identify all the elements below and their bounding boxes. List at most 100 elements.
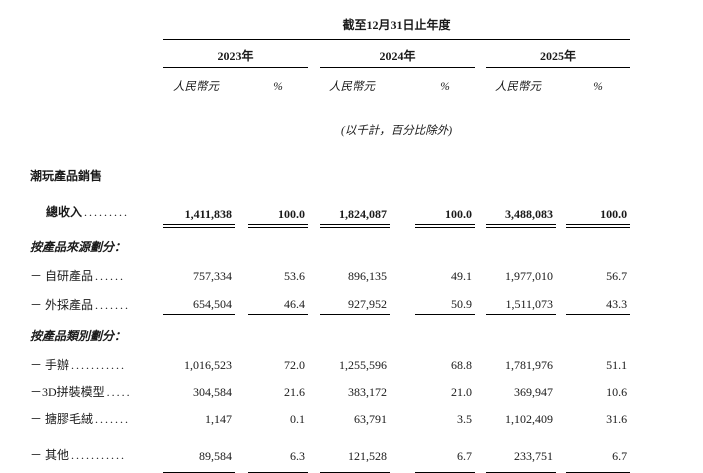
row-label: － 搪膠毛絨....... bbox=[0, 402, 163, 429]
row-label-text: － 搪膠毛絨 bbox=[30, 412, 94, 426]
value-cell: 1,511,073 bbox=[486, 286, 556, 315]
value-cell: 1,147 bbox=[205, 412, 232, 426]
section-title-by-source: 按產品來源劃分： bbox=[30, 240, 127, 254]
table-row: 潮玩產品銷售 bbox=[0, 162, 630, 186]
revenue-breakdown-table: 截至12月31日止年度 2023年 2024年 2025年 人民幣元 % 人民幣… bbox=[0, 0, 631, 473]
row-label: － 外採產品....... bbox=[0, 286, 163, 315]
row-label: － 自研產品...... bbox=[0, 258, 163, 286]
value-cell: 6.7 bbox=[566, 429, 631, 473]
table-row: 人民幣元 % 人民幣元 % 人民幣元 % bbox=[0, 68, 630, 101]
value-cell: 43.3 bbox=[566, 286, 631, 315]
value-cell: 6.7 bbox=[415, 429, 475, 473]
currency-header-2025: 人民幣元 bbox=[495, 81, 541, 93]
value-cell: 6.3 bbox=[248, 429, 308, 473]
table-row-outsourced: － 外採產品....... 654,504 46.4 927,952 50.9 … bbox=[0, 286, 631, 315]
value-cell: 3,488,083 bbox=[486, 186, 556, 228]
leader-dots: ......... bbox=[84, 205, 130, 219]
percent-header-2025: % bbox=[593, 81, 603, 93]
spacer-cell bbox=[0, 40, 163, 68]
spacer-cell bbox=[308, 286, 320, 315]
spacer-cell bbox=[390, 402, 415, 429]
table-row: 2023年 2024年 2025年 bbox=[0, 39, 631, 68]
percent-header-2024: % bbox=[440, 81, 450, 93]
spacer-cell bbox=[390, 286, 415, 315]
spacer-cell bbox=[556, 347, 566, 375]
spacer-cell bbox=[390, 347, 415, 375]
spacer-cell bbox=[390, 68, 415, 101]
value-cell: 1,016,523 bbox=[184, 358, 232, 372]
value-cell: 68.8 bbox=[451, 358, 472, 372]
table-row-3d-models: －3D拼裝模型..... 304,584 21.6 383,172 21.0 3… bbox=[0, 375, 630, 402]
table-row-figures: － 手辦........... 1,016,523 72.0 1,255,596… bbox=[0, 347, 630, 375]
table-row: 按產品類別劃分： bbox=[0, 315, 630, 348]
value-cell: 89,584 bbox=[163, 429, 235, 473]
value-cell: 1,102,409 bbox=[505, 412, 553, 426]
value-cell: 31.6 bbox=[606, 412, 628, 426]
row-label-text: － 其他 bbox=[30, 448, 70, 462]
spacer-cell bbox=[235, 286, 248, 315]
value-cell: 1,411,838 bbox=[163, 186, 235, 228]
spacer-cell bbox=[475, 429, 486, 472]
table-row-total-revenue: 總收入......... 1,411,838 100.0 1,824,087 1… bbox=[0, 186, 631, 228]
spacer-cell bbox=[556, 186, 566, 226]
spacer-cell bbox=[475, 258, 486, 286]
value-cell: 100.0 bbox=[415, 186, 475, 228]
table-row: 截至12月31日止年度 bbox=[0, 0, 631, 40]
value-cell: 3.5 bbox=[457, 412, 472, 426]
spacer-cell bbox=[235, 347, 248, 375]
spacer-cell bbox=[308, 429, 320, 472]
spacer-cell bbox=[308, 258, 320, 286]
value-cell: 50.9 bbox=[415, 286, 475, 315]
value-cell: 1,977,010 bbox=[505, 269, 553, 283]
row-label: －3D拼裝模型..... bbox=[0, 375, 163, 402]
table-row-others: － 其他........... 89,584 6.3 121,528 6.7 2… bbox=[0, 429, 631, 473]
spacer-cell bbox=[235, 186, 248, 226]
spacer-cell bbox=[0, 100, 163, 140]
spacer-cell bbox=[0, 140, 630, 162]
spacer-cell bbox=[235, 68, 248, 101]
value-cell: 1,255,596 bbox=[339, 358, 387, 372]
value-cell: 383,172 bbox=[348, 385, 387, 399]
spacer-cell bbox=[556, 375, 566, 402]
value-cell: 72.0 bbox=[284, 358, 305, 372]
value-cell: 21.6 bbox=[284, 385, 305, 399]
table-row-vinyl-plush: － 搪膠毛絨....... 1,147 0.1 63,791 3.5 1,102… bbox=[0, 402, 630, 429]
value-cell: 369,947 bbox=[514, 385, 553, 399]
row-label-text: － 外採產品 bbox=[30, 297, 94, 312]
year-header-2024: 2024年 bbox=[320, 39, 475, 68]
row-label-text: － 手辦 bbox=[30, 358, 70, 372]
year-header-2025: 2025年 bbox=[486, 39, 631, 68]
currency-header-2023: 人民幣元 bbox=[173, 81, 219, 93]
leader-dots: ..... bbox=[106, 385, 132, 399]
value-cell: 56.7 bbox=[606, 269, 628, 283]
percent-header-2023: % bbox=[273, 81, 283, 93]
spacer-cell bbox=[556, 68, 566, 101]
spacer-cell bbox=[475, 40, 486, 68]
value-cell: 10.6 bbox=[606, 385, 628, 399]
spacer-cell bbox=[556, 286, 566, 315]
value-cell: 46.4 bbox=[248, 286, 308, 315]
value-cell: 0.1 bbox=[290, 412, 305, 426]
spacer-cell bbox=[235, 429, 248, 472]
value-cell: 63,791 bbox=[354, 412, 387, 426]
spacer-cell bbox=[556, 258, 566, 286]
table-row: (以千計，百分比除外) bbox=[0, 100, 630, 140]
leader-dots: ........... bbox=[71, 448, 127, 462]
leader-dots: ...... bbox=[95, 269, 126, 283]
section-title-by-category: 按產品類別劃分： bbox=[30, 329, 127, 343]
spacer-cell bbox=[0, 68, 163, 101]
value-cell: 100.0 bbox=[566, 186, 631, 228]
spacer-cell bbox=[235, 258, 248, 286]
spacer-cell bbox=[475, 375, 486, 402]
spacer-cell bbox=[308, 402, 320, 429]
spacer-cell bbox=[235, 402, 248, 429]
spacer-cell bbox=[390, 429, 415, 472]
value-cell: 654,504 bbox=[163, 286, 235, 315]
unit-note: (以千計，百分比除外) bbox=[340, 125, 453, 137]
value-cell: 121,528 bbox=[320, 429, 390, 473]
row-label: － 其他........... bbox=[0, 429, 163, 472]
section-title-sales: 潮玩產品銷售 bbox=[30, 169, 103, 183]
spacer-cell bbox=[308, 347, 320, 375]
spacer-cell bbox=[308, 68, 320, 101]
spacer-cell bbox=[390, 375, 415, 402]
